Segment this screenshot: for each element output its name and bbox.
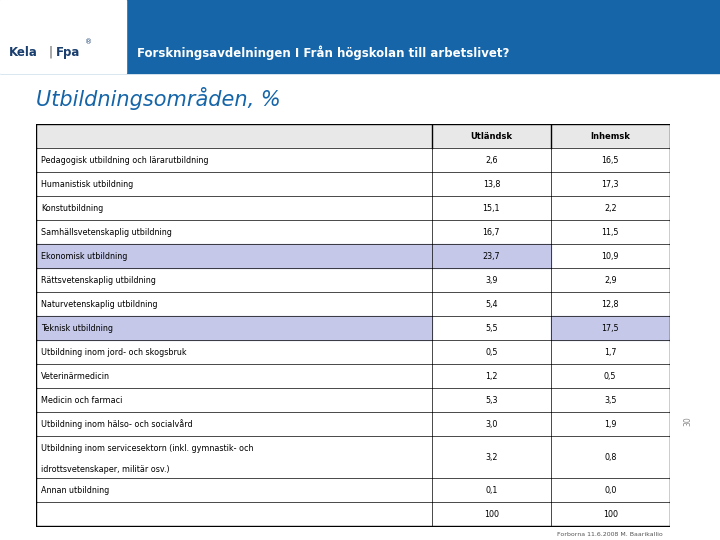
- Text: 2,6: 2,6: [485, 156, 498, 165]
- Text: Utbildningsområden, %: Utbildningsområden, %: [36, 87, 281, 110]
- Text: Inhemsk: Inhemsk: [590, 132, 630, 141]
- Text: Medicin och farmaci: Medicin och farmaci: [41, 396, 122, 405]
- Text: 0,8: 0,8: [604, 453, 616, 462]
- Text: Annan utbildning: Annan utbildning: [41, 486, 109, 495]
- Bar: [36, 220, 670, 244]
- Text: Forborna 11.6.2008 M. Baarikallio: Forborna 11.6.2008 M. Baarikallio: [557, 532, 662, 537]
- Text: 5,4: 5,4: [485, 300, 498, 309]
- Text: 23,7: 23,7: [482, 252, 500, 261]
- Text: ®: ®: [85, 39, 92, 45]
- Bar: [551, 316, 670, 340]
- Text: 3,9: 3,9: [485, 276, 498, 285]
- Text: 10,9: 10,9: [601, 252, 619, 261]
- Text: Veterinärmedicin: Veterinärmedicin: [41, 372, 110, 381]
- Bar: [432, 244, 551, 268]
- Text: Pedagogisk utbildning och lärarutbildning: Pedagogisk utbildning och lärarutbildnin…: [41, 156, 209, 165]
- Text: 5,5: 5,5: [485, 324, 498, 333]
- Bar: [36, 364, 670, 388]
- Text: 15,1: 15,1: [482, 204, 500, 213]
- Bar: [36, 244, 432, 268]
- Bar: [36, 316, 432, 340]
- Text: Fpa: Fpa: [56, 46, 81, 59]
- Text: 1,7: 1,7: [604, 348, 616, 357]
- Bar: [36, 268, 670, 292]
- Text: Teknisk utbildning: Teknisk utbildning: [41, 324, 113, 333]
- Text: |: |: [49, 46, 53, 59]
- Text: 12,8: 12,8: [601, 300, 619, 309]
- Text: 0,5: 0,5: [604, 372, 616, 381]
- Bar: [36, 436, 670, 478]
- Text: Rättsvetenskaplig utbildning: Rättsvetenskaplig utbildning: [41, 276, 156, 285]
- Text: 2,9: 2,9: [604, 276, 616, 285]
- Text: Kela: Kela: [9, 46, 38, 59]
- Bar: [36, 316, 670, 340]
- Bar: [36, 124, 670, 148]
- Bar: [36, 148, 670, 172]
- Text: 3,5: 3,5: [604, 396, 616, 405]
- Text: 1,2: 1,2: [485, 372, 498, 381]
- Text: idrottsvetenskaper, militär osv.): idrottsvetenskaper, militär osv.): [41, 465, 170, 474]
- Text: 5,3: 5,3: [485, 396, 498, 405]
- Bar: [0, 0, 126, 73]
- Text: Ekonomisk utbildning: Ekonomisk utbildning: [41, 252, 127, 261]
- Text: 0,5: 0,5: [485, 348, 498, 357]
- Text: 100: 100: [603, 510, 618, 519]
- Text: 13,8: 13,8: [482, 180, 500, 189]
- Text: 30: 30: [683, 416, 692, 426]
- Text: Humanistisk utbildning: Humanistisk utbildning: [41, 180, 133, 189]
- Text: 17,5: 17,5: [601, 324, 619, 333]
- Text: 0,0: 0,0: [604, 486, 616, 495]
- Text: 3,0: 3,0: [485, 420, 498, 429]
- Bar: [36, 388, 670, 413]
- Text: 3,2: 3,2: [485, 453, 498, 462]
- Text: Utbildning inom jord- och skogsbruk: Utbildning inom jord- och skogsbruk: [41, 348, 186, 357]
- Bar: [36, 244, 670, 268]
- Text: 11,5: 11,5: [601, 228, 619, 237]
- Bar: [36, 340, 670, 364]
- Bar: [36, 503, 670, 526]
- Text: 0,1: 0,1: [485, 486, 498, 495]
- Text: Forskningsavdelningen I Från högskolan till arbetslivet?: Forskningsavdelningen I Från högskolan t…: [137, 45, 509, 60]
- Bar: [36, 413, 670, 436]
- Text: 1,9: 1,9: [604, 420, 616, 429]
- Bar: [36, 172, 670, 196]
- Bar: [36, 478, 670, 503]
- Bar: [36, 196, 670, 220]
- Text: 16,7: 16,7: [482, 228, 500, 237]
- Text: Utländsk: Utländsk: [470, 132, 513, 141]
- Text: 2,2: 2,2: [604, 204, 616, 213]
- Bar: [36, 292, 670, 316]
- Text: 16,5: 16,5: [601, 156, 619, 165]
- Text: 17,3: 17,3: [601, 180, 619, 189]
- Text: Utbildning inom hälso- och socialvård: Utbildning inom hälso- och socialvård: [41, 420, 193, 429]
- Text: Naturvetenskaplig utbildning: Naturvetenskaplig utbildning: [41, 300, 158, 309]
- Text: Samhällsvetenskaplig utbildning: Samhällsvetenskaplig utbildning: [41, 228, 172, 237]
- Text: Konstutbildning: Konstutbildning: [41, 204, 103, 213]
- Text: Utbildning inom servicesektorn (inkl. gymnastik- och: Utbildning inom servicesektorn (inkl. gy…: [41, 444, 253, 453]
- Text: 100: 100: [484, 510, 499, 519]
